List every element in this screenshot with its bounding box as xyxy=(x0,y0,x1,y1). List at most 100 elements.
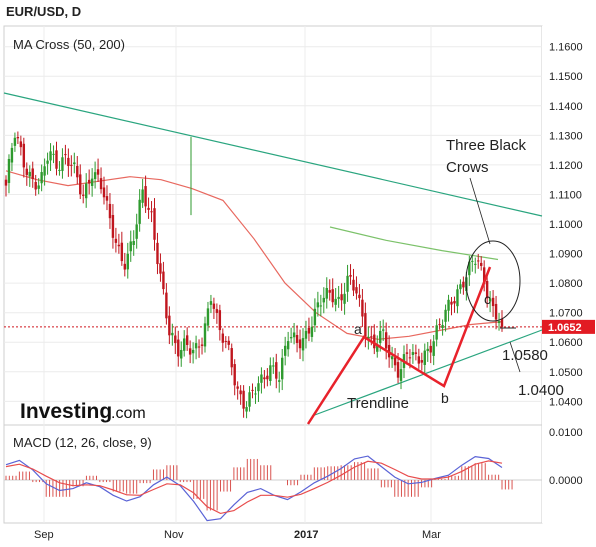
candle-body xyxy=(322,297,325,303)
price-tick-label: 1.0400 xyxy=(549,396,583,408)
price-tick-label: 1.0900 xyxy=(549,249,583,261)
candle-body xyxy=(200,344,204,346)
annotation-three-black: Three Black xyxy=(446,137,527,154)
candle-body xyxy=(185,335,189,345)
candle-body xyxy=(70,164,73,166)
candle-body xyxy=(153,208,156,240)
ma-cross-label: MA Cross (50, 200) xyxy=(13,37,125,52)
candle-body xyxy=(370,336,373,338)
annotation-trendline: Trendline xyxy=(347,395,409,412)
candle-body xyxy=(16,137,20,139)
candle-body xyxy=(129,241,132,252)
candle-body xyxy=(239,390,242,395)
candle-body xyxy=(411,352,415,355)
price-tick-label: 1.1600 xyxy=(549,42,583,54)
candle-body xyxy=(177,339,180,357)
candle-body xyxy=(373,334,376,349)
candle-body xyxy=(423,350,426,365)
investing-watermark: Investing .com xyxy=(20,400,146,423)
candle-body xyxy=(111,215,115,238)
candle-body xyxy=(497,321,501,324)
candle-body xyxy=(227,340,230,345)
candle-body xyxy=(346,275,349,292)
candle-body xyxy=(313,308,317,326)
annotation-target-2: 1.0400 xyxy=(518,382,564,399)
candle-body xyxy=(117,244,121,247)
signal-line xyxy=(5,460,503,515)
candle-body xyxy=(376,345,379,352)
candle-body xyxy=(275,362,278,379)
candle-body xyxy=(43,166,46,176)
candle-body xyxy=(224,340,227,342)
annotation-point-c: c xyxy=(484,291,491,307)
ma-slow-line xyxy=(329,226,499,261)
candle-body xyxy=(218,310,222,331)
candle-body xyxy=(49,151,52,161)
candle-body xyxy=(340,294,343,301)
macd-histogram xyxy=(5,458,513,511)
callout-pointer xyxy=(469,177,491,245)
candle-body xyxy=(73,162,76,165)
candle-body xyxy=(361,299,364,317)
candle-body xyxy=(245,407,248,412)
candle-body xyxy=(352,279,355,291)
current-price-badge xyxy=(542,319,595,334)
candle-body xyxy=(272,365,275,367)
price-tick-label: 1.1000 xyxy=(549,219,583,231)
candle-body xyxy=(156,242,159,265)
candle-body xyxy=(105,196,109,201)
candle-body xyxy=(325,288,328,299)
candle-body xyxy=(337,296,340,299)
candle-body xyxy=(144,186,147,207)
candle-body xyxy=(349,275,352,277)
candle-body xyxy=(485,280,489,299)
candle-body xyxy=(233,364,236,386)
abc-pattern-line xyxy=(306,266,492,425)
candle-body xyxy=(102,187,106,198)
three-black-crows-circle xyxy=(465,240,521,322)
x-axis-label: Sep xyxy=(34,529,54,541)
candle-body xyxy=(491,297,495,307)
annotation-point-a: a xyxy=(354,321,362,337)
candle-body xyxy=(254,393,257,395)
candle-body xyxy=(283,345,287,356)
lower-trendline xyxy=(311,329,543,417)
candle-body xyxy=(292,332,296,338)
price-tick-label: 1.0500 xyxy=(549,367,583,379)
candle-body xyxy=(126,253,129,270)
chart-title: EUR/USD, D xyxy=(6,4,82,19)
candle-body xyxy=(120,242,124,262)
candle-body xyxy=(429,345,432,353)
candle-body xyxy=(40,172,43,184)
candle-body xyxy=(471,260,474,262)
candle-body xyxy=(84,183,88,199)
candle-body xyxy=(480,262,483,266)
candle-body xyxy=(456,289,459,307)
candle-body xyxy=(147,207,150,210)
candle-body xyxy=(76,165,79,178)
candle-body xyxy=(180,349,183,359)
price-tick-label: 1.0600 xyxy=(549,337,583,349)
x-axis-label: 2017 xyxy=(294,529,318,541)
candle-body xyxy=(215,309,219,313)
candle-body xyxy=(132,241,135,245)
candle-body xyxy=(355,287,358,294)
candle-body xyxy=(150,211,153,213)
candle-body xyxy=(379,330,382,344)
macd-label: MACD (12, 26, close, 9) xyxy=(13,435,152,450)
price-axis-area xyxy=(542,26,595,523)
candle-body xyxy=(319,305,323,307)
candle-body xyxy=(206,308,210,326)
candle-body xyxy=(37,185,40,189)
candle-body xyxy=(286,341,290,350)
candle-body xyxy=(4,179,8,186)
candle-body xyxy=(281,357,284,380)
grid xyxy=(4,26,542,523)
candle-body xyxy=(260,374,263,383)
candle-body xyxy=(31,168,34,180)
candle-body xyxy=(417,356,421,364)
candle-body xyxy=(212,303,216,309)
candle-body xyxy=(384,332,388,349)
candle-body xyxy=(242,390,245,409)
